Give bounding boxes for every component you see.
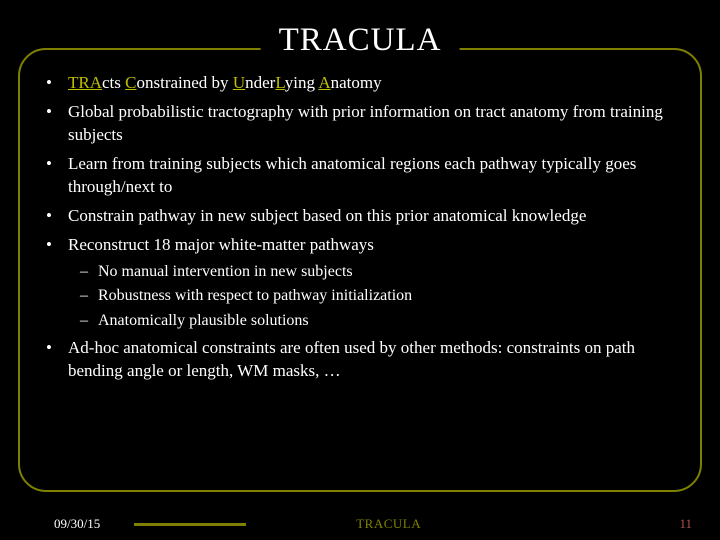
acronym-part: L	[275, 73, 284, 92]
bullet-item: Global probabilistic tractography with p…	[42, 101, 682, 147]
main-bullet-list: TRActs Constrained by UnderLying Anatomy…	[42, 72, 682, 383]
slide-footer: 09/30/15 TRACULA 11	[0, 516, 720, 532]
text-part: onstrained by	[136, 73, 232, 92]
footer-title: TRACULA	[356, 516, 421, 532]
sub-bullet-item: Anatomically plausible solutions	[76, 310, 682, 332]
acronym-part: A	[318, 73, 330, 92]
footer-page-number: 11	[679, 516, 692, 532]
text-part: cts	[102, 73, 125, 92]
bullet-text: Reconstruct 18 major white-matter pathwa…	[68, 235, 374, 254]
text-part: ying	[285, 73, 319, 92]
bullet-item: Constrain pathway in new subject based o…	[42, 205, 682, 228]
bullet-item: TRActs Constrained by UnderLying Anatomy	[42, 72, 682, 95]
footer-date: 09/30/15	[54, 516, 100, 532]
footer-divider	[134, 523, 246, 526]
bullet-item: Reconstruct 18 major white-matter pathwa…	[42, 234, 682, 332]
sub-bullet-list: No manual intervention in new subjects R…	[76, 261, 682, 332]
acronym-part: U	[233, 73, 245, 92]
bullet-item: Ad-hoc anatomical constraints are often …	[42, 337, 682, 383]
text-part: natomy	[331, 73, 382, 92]
sub-bullet-item: Robustness with respect to pathway initi…	[76, 285, 682, 307]
acronym-part: TRA	[68, 73, 102, 92]
slide-title: TRACULA	[261, 22, 460, 59]
acronym-part: C	[125, 73, 136, 92]
text-part: nder	[245, 73, 275, 92]
bullet-item: Learn from training subjects which anato…	[42, 153, 682, 199]
slide-content: TRActs Constrained by UnderLying Anatomy…	[42, 72, 682, 389]
sub-bullet-item: No manual intervention in new subjects	[76, 261, 682, 283]
